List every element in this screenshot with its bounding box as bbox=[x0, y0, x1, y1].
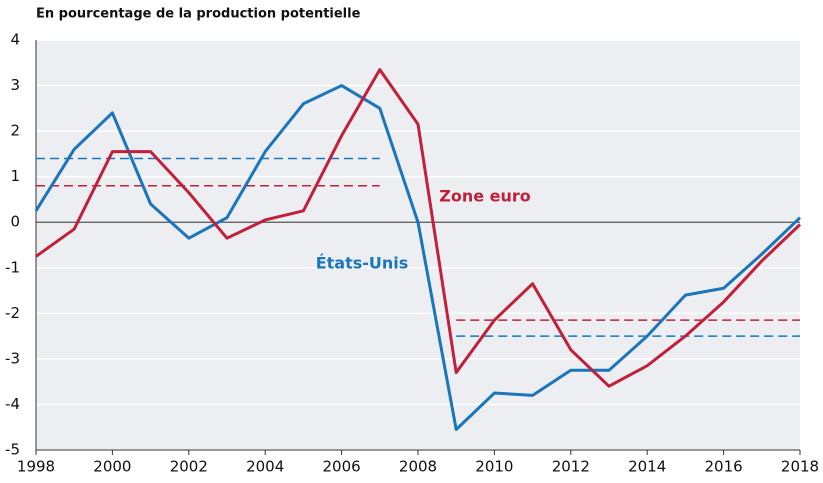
x-tick-label: 2006 bbox=[323, 458, 361, 476]
y-tick-label: 4 bbox=[10, 31, 20, 49]
x-tick-label: 2016 bbox=[705, 458, 743, 476]
x-tick-label: 2012 bbox=[552, 458, 590, 476]
x-tick-label: 2010 bbox=[475, 458, 513, 476]
y-tick-label: -4 bbox=[5, 395, 20, 413]
series-line bbox=[35, 68, 802, 388]
y-tick-label: -1 bbox=[5, 258, 20, 276]
x-tick-label: 1998 bbox=[17, 458, 55, 476]
y-tick-label: -5 bbox=[5, 441, 20, 459]
y-tick-label: 0 bbox=[10, 213, 20, 231]
y-tick-label: -2 bbox=[5, 304, 20, 322]
y-tick-label: 1 bbox=[10, 167, 20, 185]
plot-background bbox=[36, 40, 800, 450]
series-label: Zone euro bbox=[439, 187, 531, 206]
x-tick-label: 2004 bbox=[246, 458, 284, 476]
chart-title: En pourcentage de la production potentie… bbox=[36, 7, 361, 22]
x-tick-label: 2018 bbox=[781, 458, 819, 476]
y-tick-label: 2 bbox=[10, 122, 20, 140]
x-tick-label: 2000 bbox=[93, 458, 131, 476]
series-label: États-Unis bbox=[316, 254, 409, 273]
series-line bbox=[34, 84, 802, 431]
x-tick-label: 2008 bbox=[399, 458, 437, 476]
x-tick-label: 2014 bbox=[628, 458, 666, 476]
y-tick-label: 3 bbox=[10, 76, 20, 94]
x-tick-label: 2002 bbox=[170, 458, 208, 476]
y-tick-label: -3 bbox=[5, 349, 20, 367]
